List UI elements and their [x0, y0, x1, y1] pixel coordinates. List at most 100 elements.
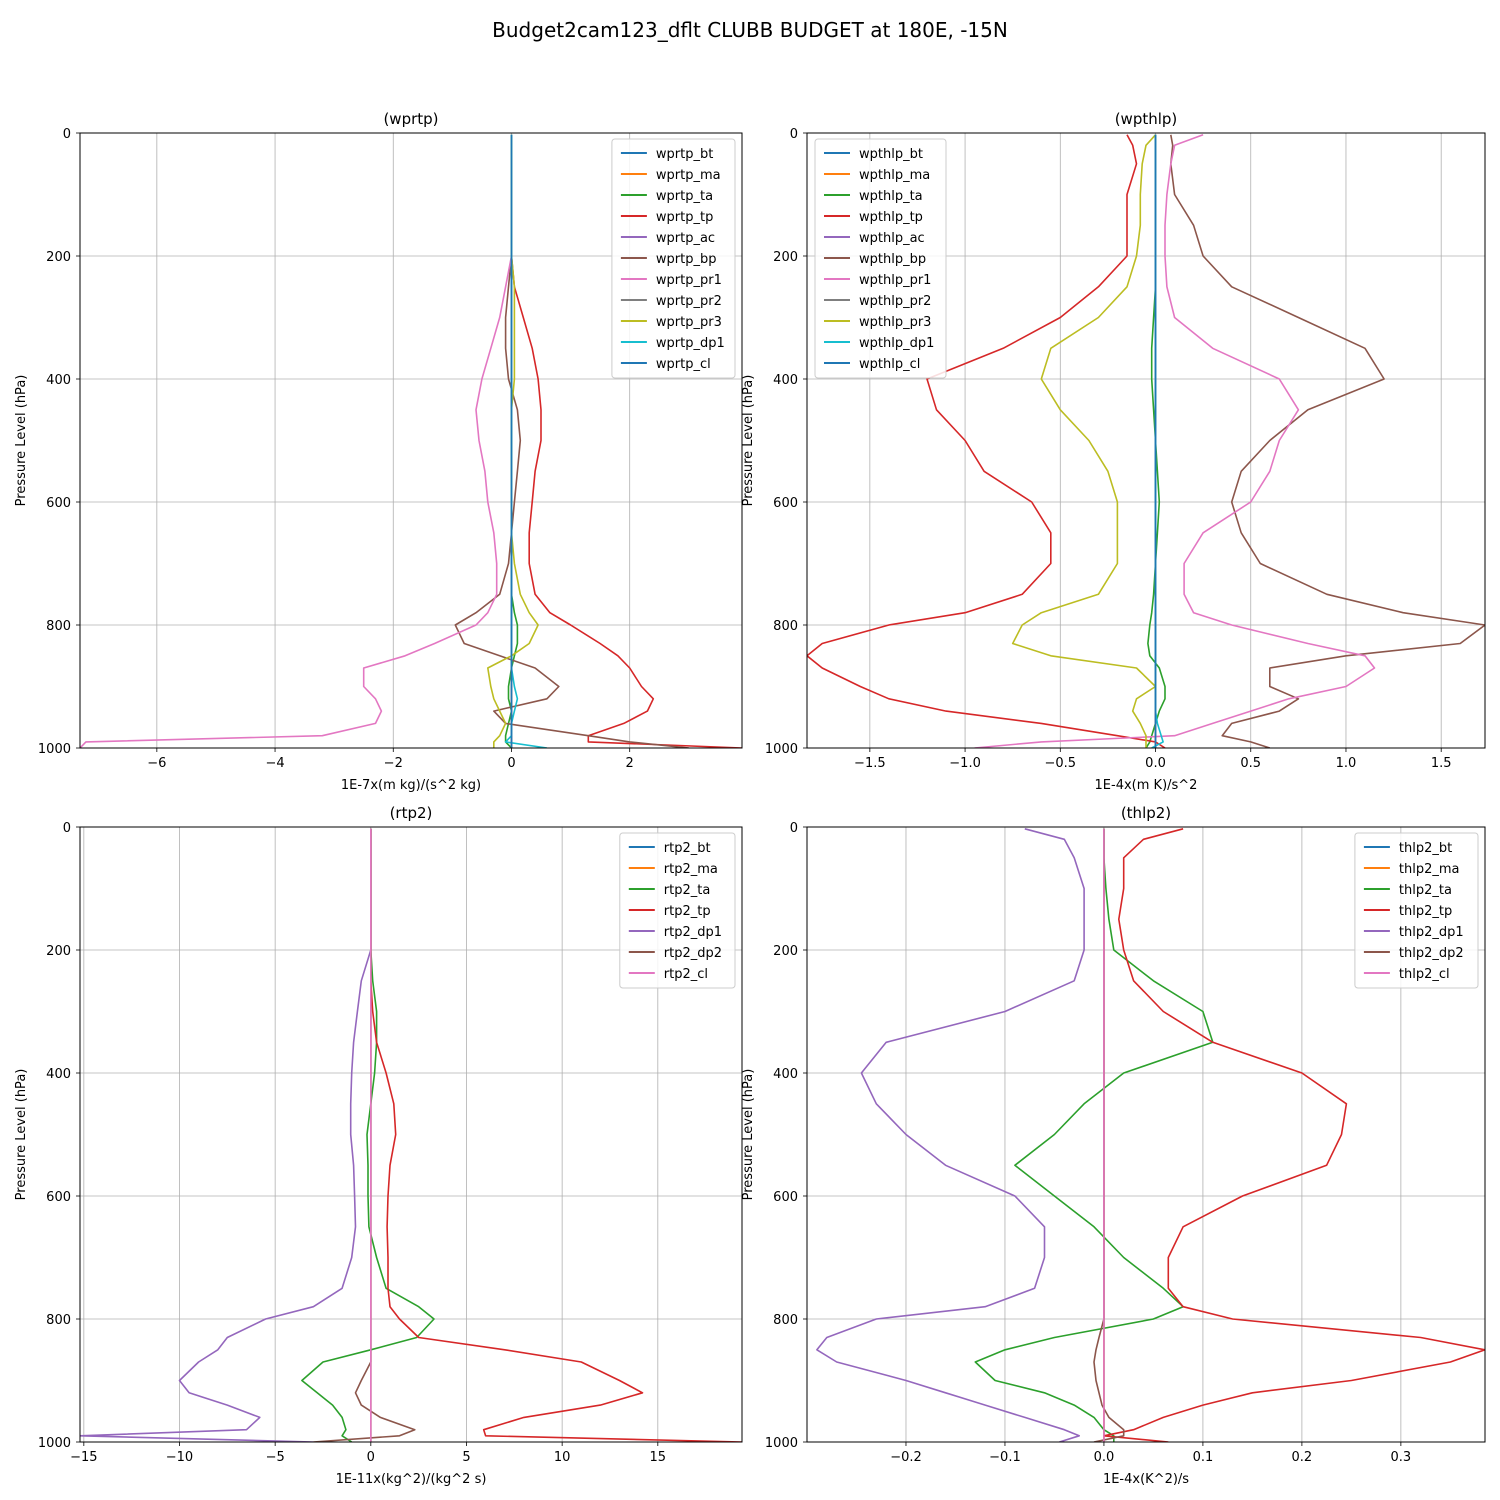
panel-title: (rtp2)	[390, 804, 433, 822]
legend-box	[1354, 832, 1479, 989]
series-line-thlp2_ta	[974, 828, 1214, 1442]
legend-label-wpthlp_bt: wpthlp_bt	[859, 147, 923, 162]
x-tick-label: 0	[367, 1450, 375, 1465]
legend-label-wprtp_bp: wprtp_bp	[656, 252, 717, 267]
legend-label-thlp2_cl: thlp2_cl	[1399, 967, 1450, 982]
x-tick-label: −2	[384, 756, 403, 771]
y-tick-label: 800	[773, 619, 798, 634]
legend-label-wpthlp_cl: wpthlp_cl	[859, 357, 920, 372]
series-line-wprtp_pr1	[80, 134, 513, 748]
y-tick-label: 0	[790, 127, 798, 142]
x-tick-label: −5	[266, 1450, 285, 1465]
y-tick-label: 200	[46, 944, 71, 959]
x-tick-label: −15	[70, 1450, 97, 1465]
series-line-thlp2_tp	[1103, 828, 1485, 1442]
plot-frame	[806, 826, 1486, 1443]
legend-label-wprtp_cl: wprtp_cl	[656, 357, 711, 372]
y-tick-label: 1000	[38, 742, 71, 757]
x-axis-label: 1E-4x(K^2)/s	[1103, 1472, 1189, 1487]
x-tick-label: −0.5	[1045, 756, 1077, 771]
plot-frame	[806, 132, 1486, 749]
legend-label-wpthlp_pr2: wpthlp_pr2	[859, 294, 931, 309]
chart-panel-2: −1.5 −1.0 −0.5 0.0 0.5 1.0 1.5 0 200 400 600 800 100…	[741, 110, 1486, 793]
y-tick-label: 200	[773, 944, 798, 959]
y-tick-label: 1000	[765, 1436, 798, 1451]
x-tick-label: 0.0	[1094, 1450, 1115, 1465]
legend-label-rtp2_tp: rtp2_tp	[664, 904, 711, 919]
series-group	[807, 134, 1485, 748]
legend-label-rtp2_bt: rtp2_bt	[664, 841, 711, 856]
panel-title: (thlp2)	[1121, 804, 1171, 822]
plot-frame	[79, 132, 743, 749]
legend-label-wpthlp_bp: wpthlp_bp	[859, 252, 926, 267]
series-line-wpthlp_pr3	[1011, 134, 1157, 748]
series-line-rtp2_dp2	[313, 828, 416, 1442]
plot-frame	[79, 826, 743, 1443]
legend-label-wpthlp_tp: wpthlp_tp	[859, 210, 923, 225]
legend-label-thlp2_ta: thlp2_ta	[1399, 883, 1452, 898]
series-line-wpthlp_bp	[1170, 134, 1485, 748]
legend-label-wprtp_ma: wprtp_ma	[656, 168, 721, 183]
legend-label-wprtp_pr3: wprtp_pr3	[656, 315, 722, 330]
series-line-thlp2_dp1	[816, 828, 1085, 1442]
x-tick-label: −0.2	[890, 1450, 922, 1465]
x-tick-label: −1.5	[854, 756, 886, 771]
x-tick-label: 5	[462, 1450, 470, 1465]
x-tick-label: −4	[265, 756, 284, 771]
legend-label-thlp2_ma: thlp2_ma	[1399, 862, 1460, 877]
series-line-wprtp_pr3	[486, 134, 539, 748]
y-tick-label: 200	[773, 250, 798, 265]
figure-title: Budget2cam123_dflt CLUBB BUDGET at 180E,…	[492, 18, 1008, 42]
y-tick-label: 400	[46, 373, 71, 388]
legend-label-rtp2_dp2: rtp2_dp2	[664, 946, 722, 961]
x-tick-label: 0.1	[1193, 1450, 1214, 1465]
legend: thlp2_bt thlp2_ma thlp2_ta thlp2_tp thlp2_dp…	[1354, 832, 1479, 989]
y-axis-label: Pressure Level (hPa)	[741, 1069, 756, 1201]
y-tick-label: 1000	[765, 742, 798, 757]
series-group	[816, 828, 1485, 1442]
legend-label-thlp2_dp2: thlp2_dp2	[1399, 946, 1464, 961]
x-tick-label: −10	[166, 1450, 193, 1465]
chart-panel-4: −0.2 −0.1 0.0 0.1 0.2 0.3 0 200 400 600 800 1000 (th…	[741, 804, 1486, 1487]
x-tick-label: 0.0	[1145, 756, 1166, 771]
legend-label-rtp2_dp1: rtp2_dp1	[664, 925, 722, 940]
series-group	[80, 134, 742, 748]
legend-label-rtp2_ta: rtp2_ta	[664, 883, 711, 898]
x-tick-label: 0.3	[1391, 1450, 1412, 1465]
legend-box	[611, 138, 736, 379]
legend: wpthlp_bt wpthlp_ma wpthlp_ta wpthlp_tpwpth…	[814, 138, 947, 379]
x-tick-label: 0	[507, 756, 515, 771]
legend-label-wprtp_ta: wprtp_ta	[656, 189, 713, 204]
x-tick-label: 1.5	[1431, 756, 1452, 771]
legend-label-wpthlp_pr3: wpthlp_pr3	[859, 315, 931, 330]
legend-label-wprtp_tp: wprtp_tp	[656, 210, 713, 225]
y-tick-label: 400	[46, 1067, 71, 1082]
chart-panel-1: −6 −4 −2 0 2 0 200 400 600 800 1000 (wprtp) 1E-7x(m …	[14, 110, 743, 793]
x-tick-label: 10	[554, 1450, 571, 1465]
legend-label-rtp2_ma: rtp2_ma	[664, 862, 718, 877]
legend-label-wprtp_bt: wprtp_bt	[656, 147, 713, 162]
legend-label-wprtp_pr2: wprtp_pr2	[656, 294, 722, 309]
y-tick-label: 600	[773, 496, 798, 511]
panel-title: (wprtp)	[383, 110, 438, 128]
x-tick-label: 0.5	[1240, 756, 1261, 771]
y-tick-label: 200	[46, 250, 71, 265]
y-tick-label: 800	[46, 619, 71, 634]
panel-title: (wpthlp)	[1115, 110, 1178, 128]
y-tick-label: 0	[63, 127, 71, 142]
series-line-rtp2_ta	[301, 828, 435, 1442]
y-axis-label: Pressure Level (hPa)	[14, 375, 29, 507]
y-tick-label: 0	[790, 821, 798, 836]
y-tick-label: 600	[46, 1190, 71, 1205]
x-tick-label: −6	[147, 756, 166, 771]
y-tick-label: 400	[773, 373, 798, 388]
legend-label-wpthlp_ta: wpthlp_ta	[859, 189, 923, 204]
legend-label-wpthlp_ma: wpthlp_ma	[859, 168, 930, 183]
y-tick-label: 0	[63, 821, 71, 836]
x-axis-label: 1E-4x(m K)/s^2	[1095, 778, 1198, 793]
legend-box	[619, 832, 736, 989]
legend: rtp2_bt rtp2_ma rtp2_ta rtp2_tp rtp2_dp1 rtp2…	[619, 832, 736, 989]
y-tick-label: 400	[773, 1067, 798, 1082]
series-group	[80, 828, 742, 1442]
